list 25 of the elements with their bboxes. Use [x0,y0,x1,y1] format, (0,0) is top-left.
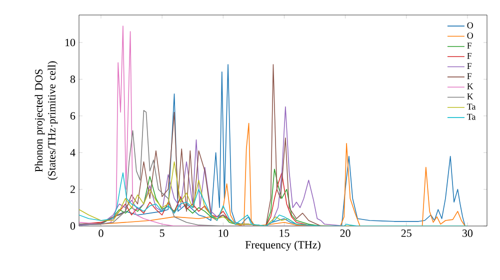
y-tick-label: 6 [70,112,76,120]
x-tick-label: 10 [218,230,228,237]
legend-label: O [467,22,473,28]
legend-label: F [467,63,472,69]
legend-label: F [467,73,472,80]
x-tick-label: 25 [401,230,412,237]
x-tick-label: 30 [462,230,473,237]
legend-label: F [467,52,472,59]
legend-label: K [467,83,474,90]
x-tick-label: 5 [160,230,164,237]
y-tick-label: 0 [70,222,76,230]
y-tick-label: 10 [65,38,76,46]
y-tick-label: 8 [70,76,76,83]
x-tick-label: 15 [280,230,290,237]
legend-label: O [467,32,473,39]
x-tick-label: 0 [98,230,104,237]
legend-label: F [467,42,472,49]
y-tick-label: 2 [70,186,75,193]
legend-label: Ta [467,114,476,120]
legend-label: Ta [467,104,476,110]
legend-label: K [467,94,474,100]
x-tick-label: 20 [340,230,350,237]
y-tick-label: 4 [70,149,76,156]
y-axis-title: Phonon projected DOS (States/THz·primitive cell) [34,61,58,180]
x-axis-title: Frequency (THz) [245,240,320,251]
